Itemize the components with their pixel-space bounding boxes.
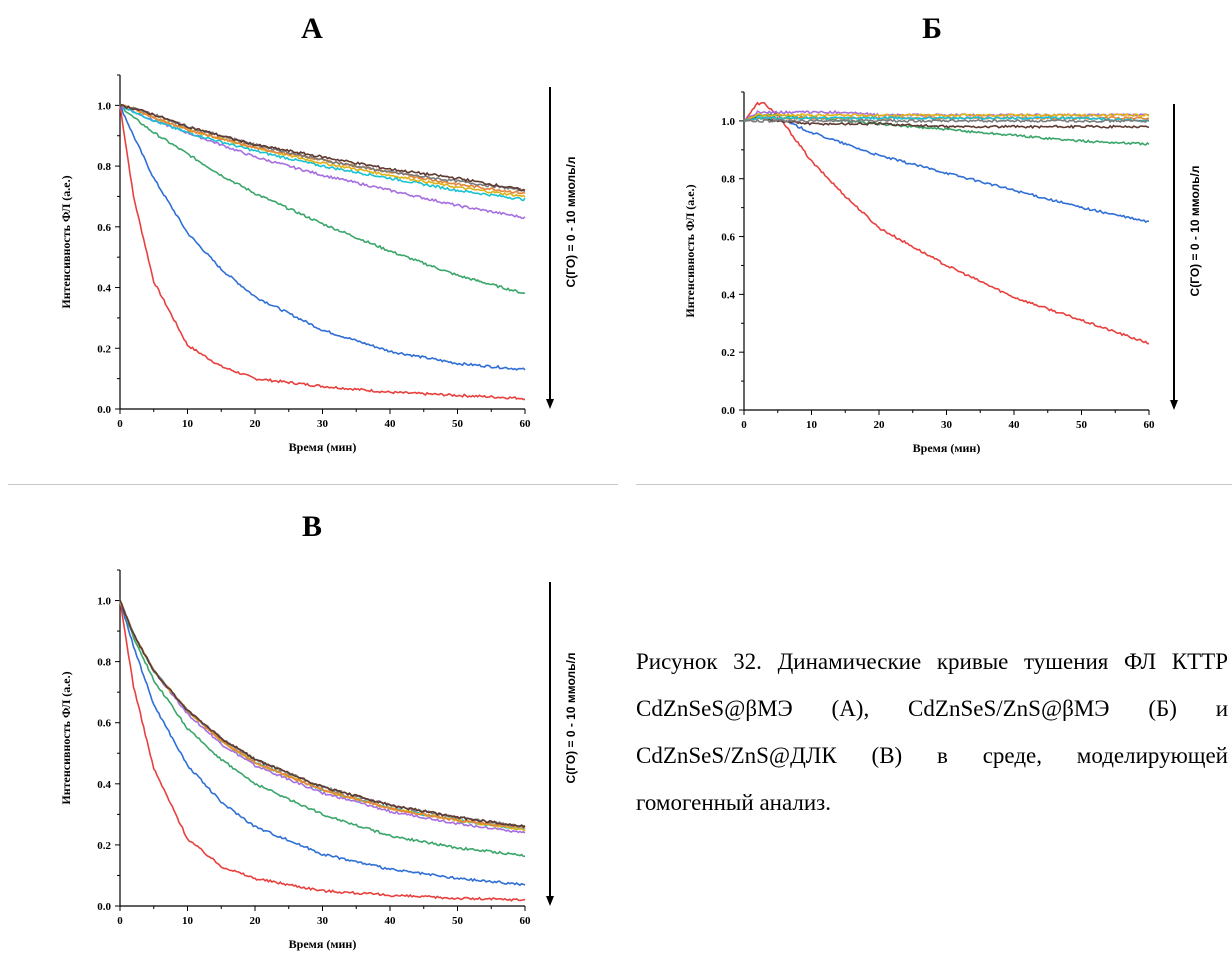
series-line-gray [743, 118, 1150, 124]
series-line-brown [119, 599, 526, 829]
y-tick-label: 0.2 [97, 840, 111, 852]
y-tick-label: 0.8 [97, 657, 111, 669]
figure-caption: Рисунок 32. Динамические кривые тушения … [636, 649, 1228, 815]
series-line-blue [743, 113, 1150, 223]
chart-panel-v: 0 10 20 30 40 50 60 0.0 0.2 0.4 0.6 0.8 1.0 Время (ми… [59, 569, 578, 951]
x-tick-label: 20 [250, 915, 262, 927]
series-line-purple [119, 601, 526, 834]
chart-panel-a: 0 10 20 30 40 50 60 0.0 0.2 0.4 0.6 0.8 1.0 Время (ми… [0, 60, 600, 470]
x-axis-title: Время (мин) [289, 937, 357, 951]
x-tick-label: 60 [520, 915, 532, 927]
x-tick-label: 10 [806, 419, 818, 431]
annotation-arrow-head [546, 399, 554, 409]
y-tick-label: 0.6 [97, 222, 111, 234]
y-tick-label: 0.4 [721, 289, 735, 301]
x-tick-label: 20 [874, 419, 886, 431]
x-tick-label: 30 [941, 419, 953, 431]
x-tick-label: 0 [741, 419, 747, 431]
x-axis-title: Время (мин) [289, 440, 357, 454]
y-tick-label: 0.4 [97, 779, 111, 791]
series-line-brown [119, 103, 526, 192]
panel-label-b: Б [922, 12, 942, 45]
series-line-yellow [743, 112, 1150, 122]
panel-label-a: А [301, 12, 323, 45]
separator-left [8, 484, 618, 485]
series-line-yellow [119, 601, 526, 832]
series-line-red [743, 101, 1150, 345]
y-tick-label: 0.0 [721, 405, 735, 417]
separator-right [636, 484, 1232, 485]
y-axis-title: Интенсивность ФЛ (а.е.) [59, 671, 73, 804]
y-tick-label: 0.0 [97, 404, 111, 416]
x-tick-label: 30 [317, 915, 329, 927]
y-tick-label: 1.0 [97, 596, 111, 608]
y-tick-label: 0.8 [721, 174, 735, 186]
chart-svg-a: 0 10 20 30 40 50 60 0.0 0.2 0.4 0.6 0.8 1.0 Время (ми… [59, 74, 578, 454]
x-tick-label: 0 [117, 418, 123, 430]
panel-label-v: В [301, 510, 322, 543]
x-tick-label: 30 [317, 418, 329, 430]
series-line-cyan [119, 104, 526, 202]
y-tick-label: 0.2 [97, 343, 111, 355]
annotation-label: C(ГО) = 0 - 10 ммоль/л [1188, 166, 1202, 297]
y-tick-label: 0.0 [97, 901, 111, 913]
y-axis-title: Интенсивность ФЛ (а.е.) [59, 175, 73, 308]
annotation-label: C(ГО) = 0 - 10 ммоль/л [564, 157, 578, 288]
series-line-blue [119, 104, 526, 371]
series-line-cyan [743, 115, 1150, 123]
series-line-green [119, 599, 526, 858]
x-tick-label: 40 [385, 915, 397, 927]
x-tick-label: 0 [117, 915, 123, 927]
x-tick-label: 10 [182, 418, 194, 430]
x-tick-label: 50 [1076, 419, 1088, 431]
x-tick-label: 60 [520, 418, 532, 430]
chart-panel-b: 0 10 20 30 40 50 60 0.0 0.2 0.4 0.6 0.8 1.0 Время (ми… [0, 0, 1232, 470]
y-tick-label: 1.0 [721, 116, 735, 128]
x-axis-title: Время (мин) [913, 441, 981, 455]
y-tick-label: 0.6 [721, 232, 735, 244]
x-tick-label: 20 [250, 418, 262, 430]
annotation-arrow-head [546, 896, 554, 906]
x-tick-label: 60 [1144, 419, 1156, 431]
y-tick-label: 0.6 [97, 718, 111, 730]
x-tick-label: 10 [182, 915, 194, 927]
annotation-arrow-head [1170, 400, 1178, 410]
x-tick-label: 50 [452, 418, 464, 430]
series-line-red [119, 599, 526, 902]
y-tick-label: 1.0 [97, 100, 111, 112]
series-line-blue [119, 601, 526, 887]
chart-svg-b: 0 10 20 30 40 50 60 0.0 0.2 0.4 0.6 0.8 1.0 Время (ми… [683, 91, 1202, 455]
series-line-cyan [119, 599, 526, 832]
y-tick-label: 0.2 [721, 347, 735, 359]
annotation-label: C(ГО) = 0 - 10 ммоль/л [564, 653, 578, 784]
series-line-brown [743, 116, 1150, 130]
chart-svg-v: 0 10 20 30 40 50 60 0.0 0.2 0.4 0.6 0.8 1.0 Время (ми… [59, 569, 578, 951]
y-axis-title: Интенсивность ФЛ (а.е.) [683, 184, 697, 317]
x-tick-label: 40 [1009, 419, 1021, 431]
series-line-green [119, 103, 526, 295]
y-tick-label: 0.4 [97, 283, 111, 295]
y-tick-label: 0.8 [97, 161, 111, 173]
series-line-red [119, 105, 526, 401]
x-tick-label: 40 [385, 418, 397, 430]
x-tick-label: 50 [452, 915, 464, 927]
